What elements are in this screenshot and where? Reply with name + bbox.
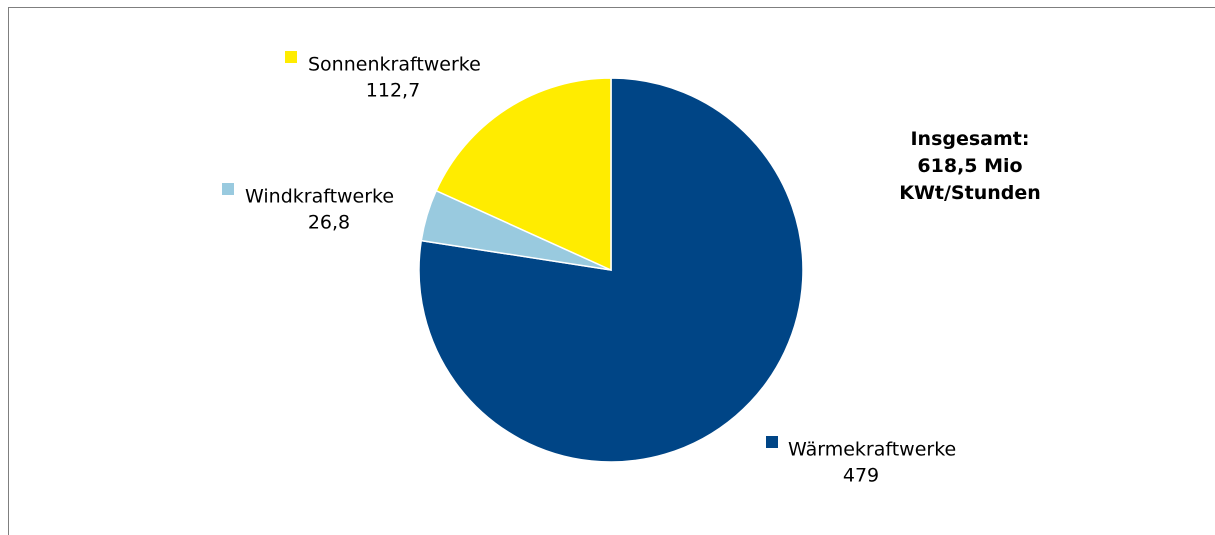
legend-swatch-3 xyxy=(285,51,297,63)
frame-top-border xyxy=(8,7,1215,8)
slice-label-1: Wärmekraftwerke xyxy=(788,439,956,461)
slice-value-2: 26,8 xyxy=(308,212,350,234)
pie-slice-3 xyxy=(435,77,612,272)
slice-value-1: 479 xyxy=(843,465,879,487)
total-value: 618,5 Mio xyxy=(917,155,1023,177)
legend-swatch-2 xyxy=(222,183,234,195)
legend-swatch-1 xyxy=(766,436,778,448)
slice-label-2: Windkraftwerke xyxy=(245,186,394,208)
slice-value-3: 112,7 xyxy=(366,80,420,102)
total-unit: KWt/Stunden xyxy=(899,182,1041,204)
total-label: Insgesamt: xyxy=(910,128,1030,150)
total-annotation: Insgesamt: 618,5 Mio KWt/Stunden xyxy=(880,126,1060,207)
slice-label-3: Sonnenkraftwerke xyxy=(308,54,481,76)
frame-left-border xyxy=(8,7,9,535)
